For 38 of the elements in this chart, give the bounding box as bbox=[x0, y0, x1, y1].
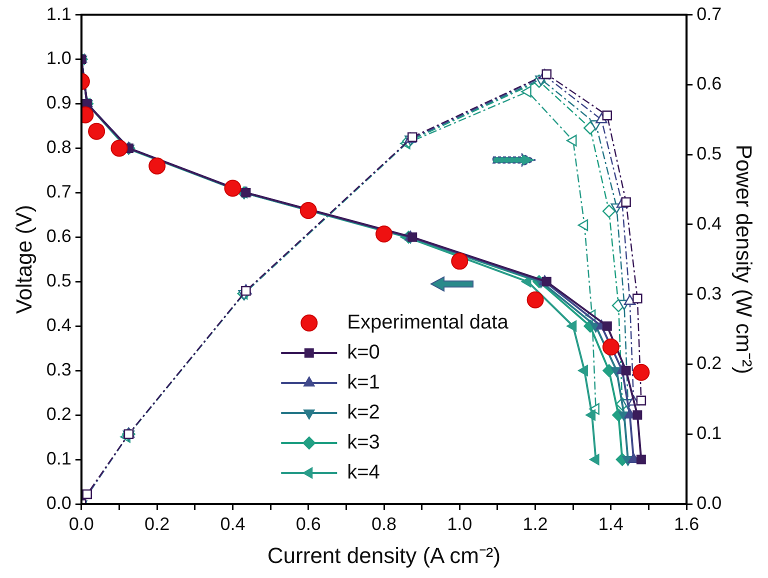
y2-tick-label: 0.1 bbox=[696, 423, 722, 444]
legend-label: k=0 bbox=[347, 342, 380, 364]
y2-axis-title: Power density (W cm⁻²) bbox=[732, 144, 757, 374]
y2-tick-label: 0.5 bbox=[696, 144, 722, 164]
x-tick-label: 0.2 bbox=[144, 514, 170, 534]
y-axis-title: Voltage (V) bbox=[11, 204, 36, 314]
x-axis-title: Current density (A cm⁻²) bbox=[267, 542, 501, 568]
y-tick-label: 0.7 bbox=[46, 182, 72, 202]
y-tick-label: 1.1 bbox=[46, 4, 72, 24]
y2-tick-label: 0.6 bbox=[696, 74, 722, 94]
legend-label: k=4 bbox=[347, 462, 380, 484]
y2-tick-label: 0.4 bbox=[696, 213, 722, 234]
legend-label: k=3 bbox=[347, 432, 380, 454]
x-tick-label: 1.6 bbox=[674, 514, 700, 534]
y-tick-label: 0.3 bbox=[46, 360, 72, 380]
x-tick-label: 1.4 bbox=[598, 514, 624, 534]
y2-tick-label: 0.3 bbox=[696, 283, 722, 304]
y-tick-label: 0.4 bbox=[46, 315, 72, 336]
x-tick-label: 0.6 bbox=[296, 514, 321, 534]
x-tick-label: 1.2 bbox=[522, 514, 548, 534]
y-tick-label: 0.2 bbox=[46, 404, 72, 424]
y-tick-label: 0.1 bbox=[46, 448, 72, 468]
y2-tick-label: 0.2 bbox=[696, 353, 722, 374]
y2-tick-label: 0.7 bbox=[696, 4, 722, 24]
y-tick-label: 0.8 bbox=[46, 137, 72, 158]
legend-label: k=2 bbox=[347, 402, 380, 424]
legend-label: Experimental data bbox=[347, 312, 510, 334]
x-tick-label: 0.4 bbox=[220, 514, 246, 534]
y-tick-label: 1.0 bbox=[46, 48, 72, 68]
y-tick-label: 0.6 bbox=[46, 226, 72, 246]
legend-label: k=1 bbox=[347, 372, 380, 394]
y-tick-label: 0.5 bbox=[46, 270, 72, 291]
x-tick-label: 0.0 bbox=[68, 514, 94, 534]
y-tick-label: 0.0 bbox=[46, 492, 72, 513]
x-tick-label: 1.0 bbox=[447, 514, 472, 534]
y-tick-label: 0.9 bbox=[46, 92, 72, 113]
x-tick-label: 0.8 bbox=[371, 514, 397, 534]
y2-tick-label: 0.0 bbox=[696, 492, 722, 513]
